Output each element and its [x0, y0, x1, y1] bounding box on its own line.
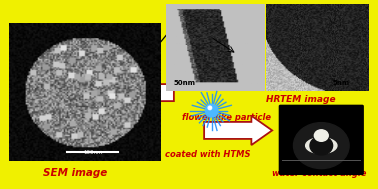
Polygon shape [204, 116, 272, 145]
Ellipse shape [306, 138, 337, 153]
Text: flower-like particle: flower-like particle [182, 113, 271, 122]
Circle shape [210, 107, 211, 108]
Circle shape [205, 104, 218, 117]
Text: 5nm: 5nm [333, 80, 350, 85]
Text: SEM image: SEM image [43, 168, 108, 178]
FancyBboxPatch shape [279, 105, 364, 175]
Circle shape [208, 106, 212, 110]
Text: water contact angle: water contact angle [272, 169, 367, 178]
Polygon shape [91, 78, 174, 107]
Text: 156.0°: 156.0° [305, 113, 338, 122]
Text: 50nm: 50nm [173, 80, 195, 85]
Circle shape [293, 123, 349, 169]
Circle shape [314, 130, 328, 141]
Text: HRTEM image: HRTEM image [266, 94, 335, 104]
Text: 100nm: 100nm [83, 150, 102, 155]
Text: coated with HTMS: coated with HTMS [165, 150, 251, 159]
Circle shape [310, 136, 333, 155]
